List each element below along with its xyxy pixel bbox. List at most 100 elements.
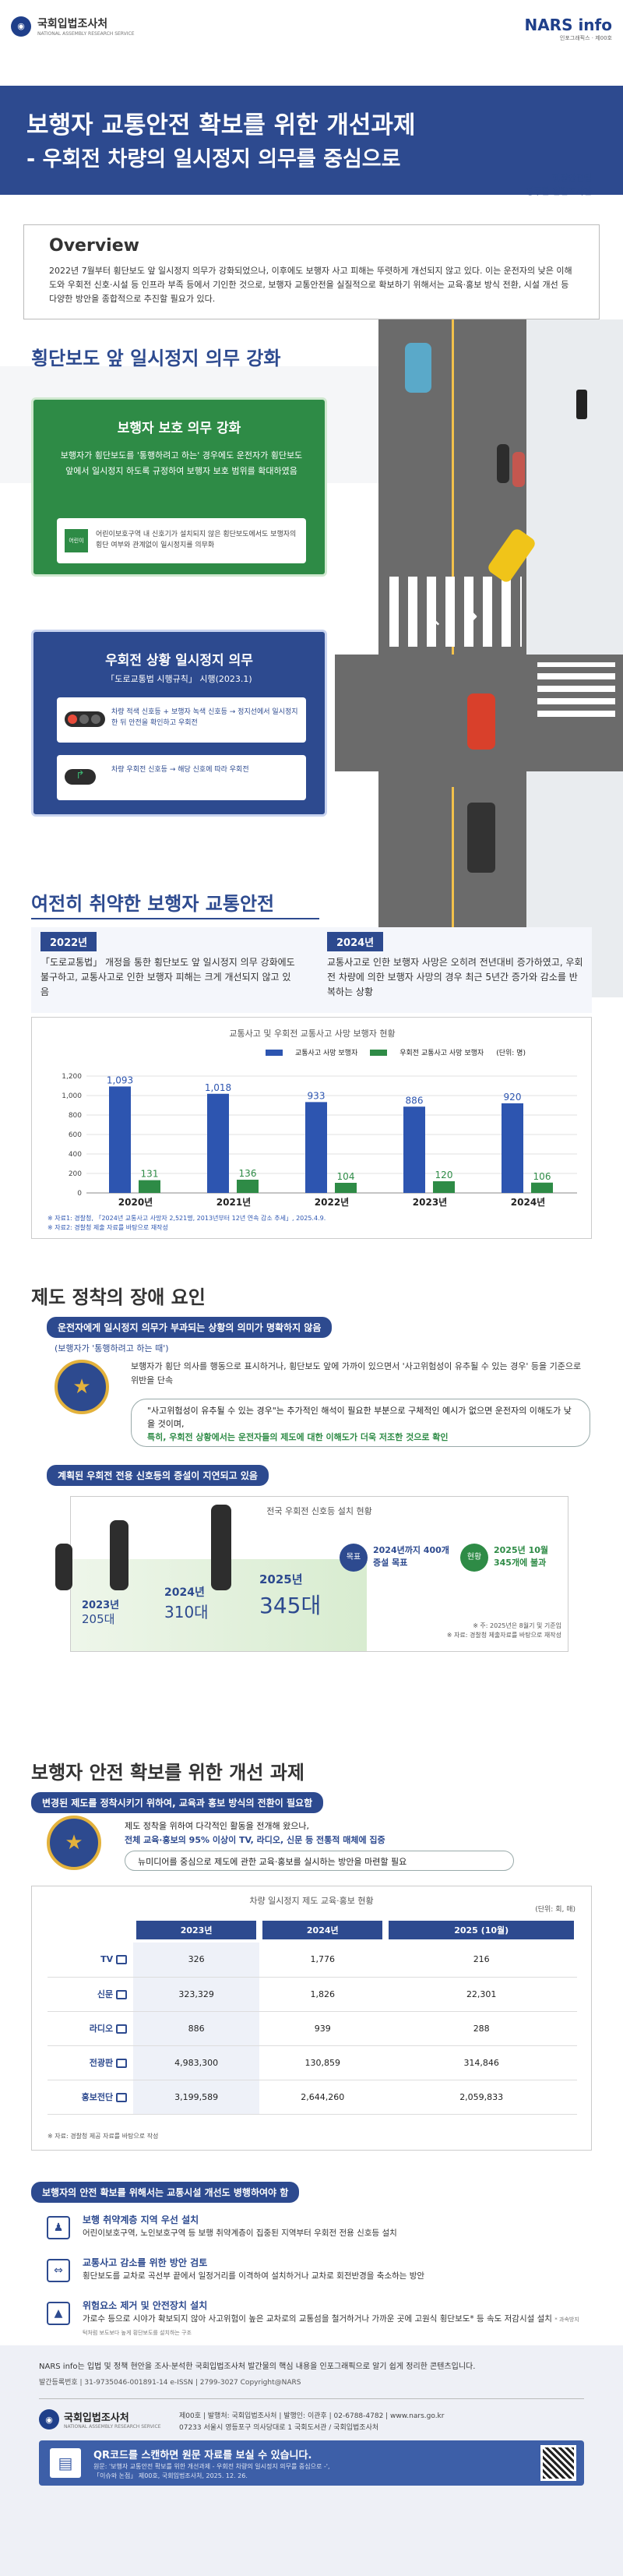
table-cell: 314,846: [463, 2057, 499, 2068]
bar: [139, 1180, 160, 1193]
legend-swatch: [370, 1049, 388, 1056]
police-emblem-icon: ★: [55, 1360, 109, 1414]
x-tick-label: 2023년: [413, 1197, 447, 1208]
bar: [502, 1103, 523, 1193]
qr-code-icon[interactable]: [540, 2445, 576, 2481]
education-table: 2023년 2024년 2025 (10월) TV 326 1,776 216 신문 323…: [48, 1918, 577, 2115]
table-header-row: 2023년 2024년 2025 (10월): [48, 1918, 577, 1943]
table-cell: 886: [133, 2011, 260, 2045]
issue-heading: 계획된 우회전 전용 신호등의 증설이 지연되고 있음: [47, 1465, 269, 1486]
footer-org-en: NATIONAL ASSEMBLY RESEARCH SERVICE: [64, 2424, 161, 2430]
bar: [109, 1086, 131, 1193]
traffic-light-icon: [55, 1544, 72, 1590]
chart-notes: ※ 자료1: 경찰청, 「2024년 교통사고 사망자 2,521명, 2013…: [48, 1214, 326, 1233]
bar: [403, 1106, 425, 1193]
footer-desc: NARS info는 입법 및 정책 현안을 조사·분석한 국회입법조사처 발간…: [39, 2363, 476, 2371]
task-heading: 변경된 제도를 정착시키기 위하여, 교육과 홍보 방식의 전환이 필요함: [31, 1792, 324, 1813]
data-label: 886: [406, 1095, 424, 1106]
box-note: 어린이 어린이보호구역 내 신호기가 설치되지 않은 횡단보도에서도 보행자의 …: [57, 518, 306, 563]
data-label: 131: [141, 1169, 159, 1180]
data-label: 1,018: [205, 1082, 231, 1093]
improvement-item: ♟ 보행 취약계층 지역 우선 설치 어린이보호구역, 노인보호구역 등 보행 …: [47, 2213, 592, 2252]
pedestrian-icon: ♟: [47, 2216, 70, 2239]
org-logo[interactable]: ◉ 국회입법조사처 NATIONAL ASSEMBLY RESEARCH SERV…: [11, 16, 135, 37]
brand-name: NARS info: [524, 16, 612, 34]
traffic-light-icon: [65, 711, 105, 727]
year-badge: 2022년: [40, 932, 97, 951]
y-tick-label: 0: [77, 1190, 82, 1198]
y-tick-label: 200: [69, 1170, 82, 1178]
section-title: 여전히 취약한 보행자 교통안전: [31, 893, 275, 915]
car-icon: [405, 343, 431, 393]
section-title: 제도 정착의 장애 요인: [31, 1286, 206, 1308]
page-title: 보행자 교통안전 확보를 위한 개선과제: [26, 111, 416, 139]
box-note: ↱ 차량 우회전 신호등 → 해당 신호에 따라 우회전: [57, 755, 306, 800]
column-header: 2025 (10월): [389, 1921, 574, 1939]
task-body: 제도 정착을 위하여 다각적인 활동을 전개해 왔으나, 전체 교육·홍보의 9…: [125, 1819, 592, 1847]
school-zone-icon: 어린이: [65, 529, 88, 552]
brand-logo[interactable]: NARS info 인포그래픽스 · 제00호: [524, 16, 612, 42]
bar: [237, 1180, 259, 1193]
row-label: 신문: [97, 1989, 114, 1999]
data-label: 136: [239, 1168, 257, 1179]
footer-logo[interactable]: ◉ 국회입법조사처 NATIONAL ASSEMBLY RESEARCH SERV…: [39, 2409, 161, 2430]
crosswalk: [389, 577, 522, 647]
panel-note: ※ 주: 2025년은 8월기 및 기준임: [473, 1622, 561, 1629]
light-count: 205대: [82, 1612, 115, 1626]
police-emblem-icon: ★: [47, 1816, 101, 1870]
qr-line: 「이슈와 논점」 제00호, 국회입법조사처, 2025. 12. 26.: [93, 2472, 248, 2479]
item-text: 가로수 등으로 시야가 확보되지 않아 사고위험이 높은 교차로의 교통섬을 철…: [83, 2313, 581, 2339]
table-cell: 4,983,300: [133, 2045, 260, 2080]
bar: [335, 1183, 357, 1193]
data-label: 933: [308, 1090, 326, 1101]
task-emphasis: 전체 교육·홍보의 95% 이상이 TV, 라디오, 신문 등 전통적 매체에 …: [125, 1835, 385, 1845]
light-count: 310대: [164, 1603, 209, 1621]
note-text: 차량 우회전 신호등 → 해당 신호에 따라 우회전: [111, 766, 249, 774]
task-text: 제도 정착을 위하여 다각적인 활동을 전개해 왔으나,: [125, 1821, 309, 1831]
emblem-icon: ◉: [39, 2409, 59, 2430]
item-text: 횡단보도를 교차로 곡선부 끝에서 일정거리를 이격하여 설치하거나 교차로 회…: [83, 2270, 581, 2282]
traffic-light-icon: [211, 1505, 231, 1590]
chart-note: ※ 자료1: 경찰청, 「2024년 교통사고 사망자 2,521명, 2013…: [48, 1215, 326, 1222]
car-icon: [467, 693, 495, 750]
author: 행정안전팀 정주환 입법조사관: [526, 171, 592, 198]
driver-duty-box: 보행자 보호 의무 강화 보행자가 횡단보도를 '통행하려고 하는' 경우에도 …: [31, 397, 327, 577]
title-banner: 보행자 교통안전 확보를 위한 개선과제 - 우회전 차량의 일시정지 의무를 …: [0, 86, 623, 195]
box-law: 「도로교통법 시행규칙」 시행(2023.1): [106, 674, 252, 684]
box-heading: 우회전 상황 일시정지 의무: [105, 653, 253, 669]
signal-install-panel: 전국 우회전 신호등 설치 현황 2023년 205대 2024년 310대 2…: [55, 1496, 568, 1652]
y-tick-label: 400: [69, 1151, 82, 1159]
pedestrian-icon: [497, 444, 509, 483]
education-table-box: 차량 일시정지 제도 교육·홍보 현황 (단위: 회, 매) 2023년 2024…: [31, 1886, 592, 2151]
box-body: 보행자가 횡단보도를 '통행하려고 하는' 경우에도 운전자가 횡단보도 앞에서…: [60, 450, 303, 476]
chart-svg: 1,200 1,000 800 600 400 200 0 1,093 131 2020년 1,01…: [62, 1073, 577, 1208]
box-heading: 보행자 보호 의무 강화: [117, 421, 241, 436]
item-note: * 과속방지턱처럼 보도보다 높게 횡단보도를 설치하는 구조: [83, 2317, 579, 2336]
table-cell: 288: [473, 2023, 490, 2034]
table-cell: 2,644,260: [301, 2091, 345, 2102]
traffic-light-icon: [110, 1520, 128, 1590]
brand-sub: 인포그래픽스 · 제00호: [559, 35, 612, 41]
item-heading: 보행 취약계층 지역 우선 설치: [83, 2214, 199, 2225]
qr-banner[interactable]: ▤ QR코드를 스캔하면 원문 자료를 보실 수 있습니다. 원문: '보행자 …: [39, 2440, 584, 2486]
tv-icon: [116, 1955, 127, 1965]
truck-icon: [467, 803, 495, 873]
x-tick-label: 2021년: [216, 1197, 251, 1208]
arrows-icon: ⇔: [47, 2259, 70, 2282]
table-title: 차량 일시정지 제도 교육·홍보 현황: [249, 1896, 374, 1906]
target-text: 2024년까지 400개 증설 목표: [373, 1545, 449, 1568]
note-text: 차량 적색 신호등 + 보행자 녹색 신호등 → 정지선에서 일시정지한 뒤 안…: [111, 708, 298, 727]
turn-arrow-icon: ↱: [461, 608, 481, 635]
right-turn-box: 우회전 상황 일시정지 의무 「도로교통법 시행규칙」 시행(2023.1) 차…: [31, 630, 327, 817]
item-heading: 위험요소 제거 및 안전장치 설치: [83, 2300, 208, 2311]
table-row: 전광판 4,983,300 130,859 314,846: [48, 2045, 577, 2080]
overview-body: 2022년 7월부터 횡단보도 앞 일시정지 의무가 강화되었으나, 이후에도 …: [49, 266, 572, 304]
newspaper-icon: [116, 1990, 127, 1999]
year-text: 「도로교통법」 개정을 통한 횡단보도 앞 일시정지 의무 강화에도 불구하고,…: [40, 957, 295, 997]
table-cell: 1,776: [310, 1954, 336, 1965]
table-unit: (단위: 회, 매): [535, 1906, 575, 1914]
bar: [433, 1181, 455, 1193]
pedestrian-icon: [512, 452, 525, 487]
quote-text: "사고위험성이 유추될 수 있는 경우"는 추가적인 해석이 필요한 부분으로 …: [147, 1406, 572, 1429]
x-tick-label: 2022년: [315, 1197, 349, 1208]
